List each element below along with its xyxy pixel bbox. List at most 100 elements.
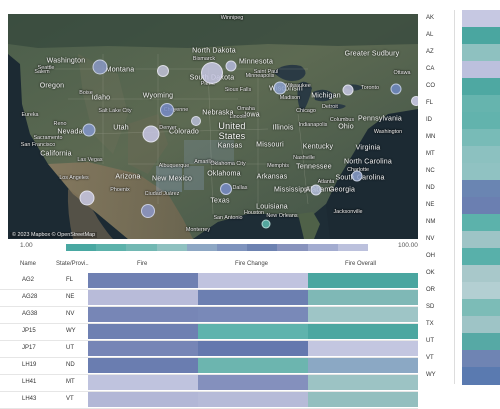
map-point[interactable]	[82, 123, 96, 137]
map-point[interactable]	[273, 81, 287, 95]
fire-overall-cell[interactable]	[308, 290, 418, 305]
map-city-label: Boise	[79, 90, 93, 96]
state-swatch	[462, 350, 500, 368]
row-state: UT	[66, 345, 74, 351]
fire-change-cell[interactable]	[198, 273, 308, 288]
state-row[interactable]: OR	[420, 282, 500, 300]
header-fire-overall[interactable]: Fire Overall	[345, 261, 377, 267]
map-point[interactable]	[342, 84, 354, 96]
map-city-label: Amarillo	[194, 159, 214, 165]
fire-change-cell[interactable]	[198, 358, 308, 373]
state-row[interactable]: NM	[420, 214, 500, 232]
map-point[interactable]	[220, 183, 232, 195]
fire-change-cell[interactable]	[198, 375, 308, 390]
fire-cell[interactable]	[88, 273, 198, 288]
map-city-label: Omaha	[237, 106, 255, 112]
state-row[interactable]: UT	[420, 333, 500, 351]
state-row[interactable]: OH	[420, 248, 500, 266]
map-point[interactable]	[191, 116, 201, 126]
map-point[interactable]	[390, 83, 402, 95]
map-point[interactable]	[79, 190, 95, 206]
map-point[interactable]	[141, 204, 155, 218]
map-point[interactable]	[411, 96, 418, 106]
fire-change-cell[interactable]	[198, 341, 308, 356]
header-name[interactable]: Name	[20, 261, 37, 267]
fire-overall-cell[interactable]	[308, 341, 418, 356]
row-divider	[0, 289, 418, 290]
state-swatch	[462, 163, 500, 181]
fire-cell[interactable]	[88, 375, 198, 390]
fire-cell[interactable]	[88, 341, 198, 356]
state-row[interactable]: MN	[420, 129, 500, 147]
map-point[interactable]	[310, 184, 322, 196]
fire-overall-cell[interactable]	[308, 273, 418, 288]
table-header: Name State/Provi.. Fire Fire Change Fire…	[0, 256, 418, 272]
fire-overall-cell[interactable]	[308, 375, 418, 390]
state-row[interactable]: AZ	[420, 44, 500, 62]
state-row[interactable]: NV	[420, 231, 500, 249]
state-row[interactable]: FL	[420, 95, 500, 113]
fire-cell[interactable]	[88, 290, 198, 305]
state-swatch	[462, 10, 500, 28]
row-state: MT	[66, 379, 75, 385]
map-view[interactable]: Washington Montana North Dakota Minnesot…	[8, 14, 418, 239]
state-swatch	[462, 146, 500, 164]
fire-change-cell[interactable]	[198, 392, 308, 407]
fire-overall-cell[interactable]	[308, 307, 418, 322]
map-point[interactable]	[201, 62, 223, 84]
state-row[interactable]: OK	[420, 265, 500, 283]
table-row[interactable]: LH19 ND	[0, 357, 418, 374]
map-point[interactable]	[142, 125, 160, 143]
map-point[interactable]	[351, 170, 363, 182]
fire-overall-cell[interactable]	[308, 392, 418, 407]
state-swatch	[462, 333, 500, 351]
map-city-label: Saint Paul	[253, 69, 279, 75]
state-row[interactable]: CA	[420, 61, 500, 79]
table-row[interactable]: AG28 NE	[0, 289, 418, 306]
fire-overall-cell[interactable]	[308, 358, 418, 373]
fire-overall-cell[interactable]	[308, 324, 418, 339]
map-region-label: Kansas	[217, 142, 243, 150]
state-row[interactable]: ND	[420, 180, 500, 198]
state-row[interactable]: NC	[420, 163, 500, 181]
fire-change-cell[interactable]	[198, 307, 308, 322]
table-row[interactable]: AG38 NV	[0, 306, 418, 323]
state-row[interactable]: VT	[420, 350, 500, 368]
state-row[interactable]: AL	[420, 27, 500, 45]
fire-change-cell[interactable]	[198, 290, 308, 305]
map-point[interactable]	[92, 59, 108, 75]
map-region-label: Minnesota	[238, 58, 274, 66]
map-point[interactable]	[160, 103, 174, 117]
table-row[interactable]: JP15 WY	[0, 323, 418, 340]
state-row[interactable]: NE	[420, 197, 500, 215]
map-point[interactable]	[261, 219, 271, 229]
fire-cell[interactable]	[88, 307, 198, 322]
map-city-label: Winnipeg	[220, 15, 244, 21]
map-city-label: Sioux Falls	[224, 87, 252, 93]
state-row[interactable]: MT	[420, 146, 500, 164]
state-row[interactable]: SD	[420, 299, 500, 317]
table-row[interactable]: AG2 FL	[0, 272, 418, 289]
map-point[interactable]	[225, 60, 237, 72]
map-point[interactable]	[157, 65, 169, 77]
header-fire[interactable]: Fire	[137, 261, 148, 267]
table-row[interactable]: LH41 MT	[0, 374, 418, 391]
table-row[interactable]: JP17 UT	[0, 340, 418, 357]
row-state: FL	[66, 277, 74, 283]
fire-cell[interactable]	[88, 392, 198, 407]
header-state[interactable]: State/Provi..	[56, 261, 89, 267]
fire-change-cell[interactable]	[198, 324, 308, 339]
header-fire-change[interactable]: Fire Change	[235, 261, 269, 267]
map-city-label: Memphis	[267, 163, 289, 169]
map-city-label: Columbus	[329, 117, 355, 123]
state-row[interactable]: WY	[420, 367, 500, 385]
map-region-label: Pennsylvania	[357, 115, 403, 123]
state-row[interactable]: TX	[420, 316, 500, 334]
map-city-label: Eureka	[21, 112, 39, 118]
table-row[interactable]: LH43 VT	[0, 391, 418, 408]
state-row[interactable]: CO	[420, 78, 500, 96]
fire-cell[interactable]	[88, 324, 198, 339]
state-row[interactable]: ID	[420, 112, 500, 130]
fire-cell[interactable]	[88, 358, 198, 373]
state-row[interactable]: AK	[420, 10, 500, 28]
